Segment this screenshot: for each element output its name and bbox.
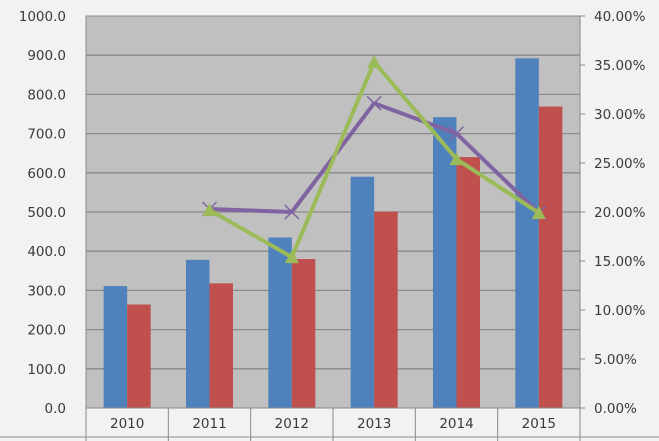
- left-y-axis: 0.0 100.0 200.0 300.0 400.0 500.0 600.0 700.0 80…: [19, 9, 66, 417]
- bar-2013: [374, 211, 398, 408]
- bar-series: [103, 58, 563, 409]
- bar-2010: [103, 286, 128, 408]
- bar-2012: [268, 237, 292, 408]
- left-axis-tick-label: 300.0: [27, 283, 66, 299]
- bar-2012: [291, 259, 316, 408]
- bar-2014: [433, 117, 457, 409]
- bar-2011: [186, 259, 210, 408]
- triangle-marker-icon: [367, 55, 382, 69]
- bar-2015: [538, 106, 563, 408]
- left-axis-tick-label: 400.0: [27, 244, 66, 260]
- category-label: 2014: [439, 416, 473, 432]
- x-axis-table: 2010 2011 2012 2013 2014 2015: [0, 407, 659, 441]
- right-axis-tick-label: 10.00%: [594, 303, 646, 319]
- triangle-marker-icon: [202, 203, 217, 217]
- right-axis-tick-label: 25.00%: [594, 156, 646, 172]
- line-series: [201, 55, 547, 264]
- left-axis-tick-label: 1000.0: [19, 9, 66, 25]
- bar-2013: [350, 176, 375, 408]
- right-axis-tick-label: 0.00%: [594, 401, 637, 417]
- x-marker-icon: [448, 126, 465, 142]
- right-axis-tick-label: 20.00%: [594, 205, 646, 221]
- category-label: 2011: [192, 416, 226, 432]
- x-marker-icon: [366, 95, 382, 111]
- bar-2015: [515, 58, 539, 408]
- category-label: 2012: [275, 416, 309, 432]
- left-axis-tick-label: 700.0: [27, 127, 66, 143]
- right-axis-tick-label: 15.00%: [594, 254, 646, 270]
- right-axis-tick-label: 5.00%: [594, 352, 637, 368]
- left-axis-tick-label: 100.0: [27, 362, 66, 378]
- x-marker-icon: [284, 204, 300, 220]
- category-label: 2015: [522, 416, 556, 432]
- bar-2014: [456, 157, 480, 408]
- right-axis-tick-label: 40.00%: [594, 9, 646, 25]
- bar-2011: [209, 283, 233, 408]
- left-axis-tick-label: 200.0: [27, 323, 66, 339]
- left-axis-tick-label: 600.0: [27, 166, 66, 182]
- triangle-marker-icon: [284, 250, 299, 264]
- category-label: 2010: [110, 416, 144, 432]
- left-axis-tick-label: 500.0: [27, 205, 66, 221]
- bar-2010: [127, 304, 151, 408]
- right-axis-tick-label: 35.00%: [594, 58, 646, 74]
- triangle-marker-icon: [449, 152, 464, 166]
- left-axis-tick-label: 800.0: [27, 87, 66, 103]
- right-y-axis: 0.00% 5.00% 10.00% 15.00% 20.00% 25.00% 30.00%…: [579, 9, 646, 417]
- left-axis-tick-label: 0.0: [45, 401, 66, 417]
- left-axis-tick-label: 900.0: [27, 48, 66, 64]
- right-axis-tick-label: 30.00%: [594, 107, 646, 123]
- category-label: 2013: [357, 416, 391, 432]
- triangle-marker-icon: [531, 205, 546, 219]
